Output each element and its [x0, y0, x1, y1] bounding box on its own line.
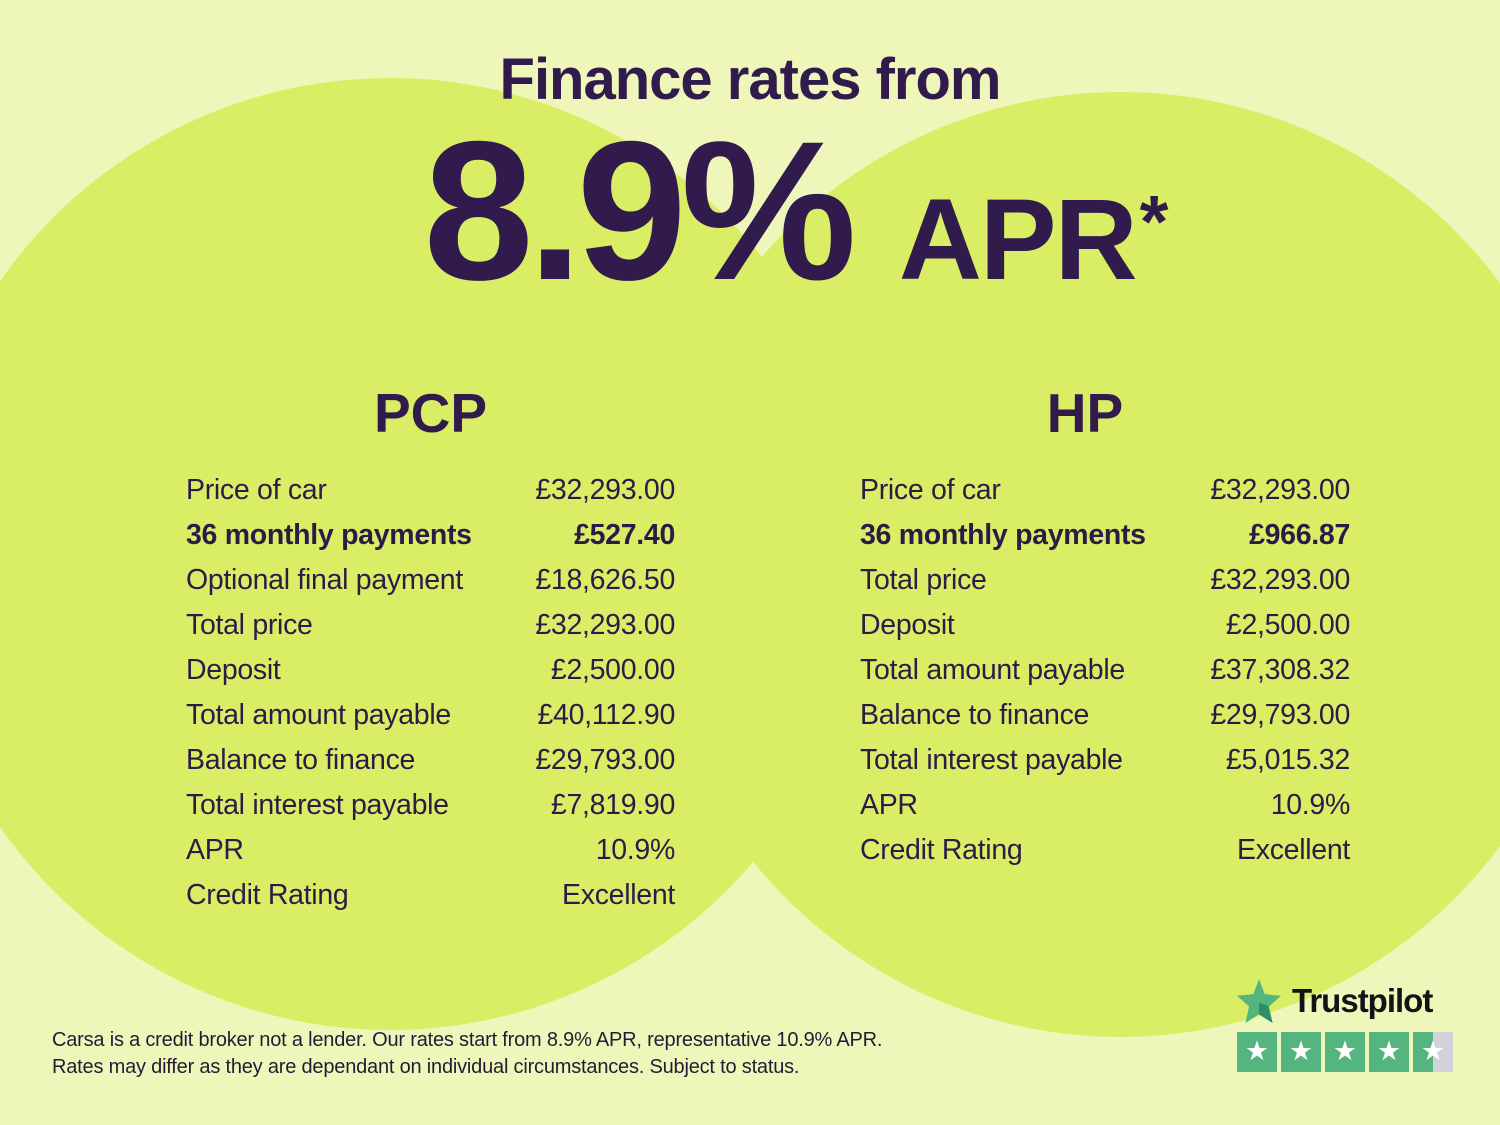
row-label: 36 monthly payments: [860, 519, 1146, 551]
row-value: Excellent: [562, 879, 675, 911]
row-label: Balance to finance: [186, 744, 416, 776]
row-label: Deposit: [186, 654, 281, 686]
rating-star-full: ★: [1325, 1032, 1365, 1072]
table-row: Price of car £32,293.00: [860, 468, 1350, 513]
row-label: Balance to finance: [860, 699, 1090, 731]
table-row: Deposit £2,500.00: [186, 648, 675, 693]
row-label: 36 monthly payments: [186, 519, 472, 551]
row-value: Excellent: [1237, 834, 1350, 866]
hp-title: HP: [1046, 382, 1124, 444]
row-label: Total interest payable: [186, 789, 449, 821]
table-row: 36 monthly payments £527.40: [186, 513, 675, 558]
row-label: Price of car: [186, 474, 327, 506]
row-value: £32,293.00: [535, 474, 675, 506]
table-row: Credit Rating Excellent: [860, 828, 1350, 873]
star-icon: ★: [1420, 1035, 1446, 1067]
trustpilot-wordmark: Trustpilot: [1292, 982, 1433, 1019]
table-row: APR 10.9%: [186, 828, 675, 873]
row-value: £7,819.90: [550, 789, 675, 821]
table-row: Balance to finance £29,793.00: [860, 693, 1350, 738]
rate-apr-label: APR: [898, 176, 1138, 304]
table-row: Credit Rating Excellent: [186, 873, 675, 918]
row-value: £29,793.00: [1210, 699, 1350, 731]
row-label: Total price: [860, 564, 987, 596]
table-row: Total price £32,293.00: [860, 558, 1350, 603]
trustpilot-block: Trustpilot ★ ★ ★ ★ ★: [1237, 979, 1457, 1072]
trustpilot-stars: ★ ★ ★ ★ ★: [1237, 1032, 1457, 1072]
hp-table: HP Price of car £32,293.00 36 monthly pa…: [860, 386, 1350, 873]
star-icon: ★: [1332, 1035, 1358, 1067]
row-value: £37,308.32: [1210, 654, 1350, 686]
row-value: 10.9%: [595, 834, 676, 866]
table-row: Optional final payment £18,626.50: [186, 558, 675, 603]
row-label: Credit Rating: [860, 834, 1023, 866]
row-label: APR: [186, 834, 244, 866]
rate-footnote-marker: *: [1139, 180, 1169, 263]
row-value: £29,793.00: [535, 744, 675, 776]
row-value: £2,500.00: [550, 654, 675, 686]
row-value: £32,293.00: [1210, 474, 1350, 506]
row-label: Price of car: [860, 474, 1001, 506]
table-row: Total price £32,293.00: [186, 603, 675, 648]
table-row: Total amount payable £37,308.32: [860, 648, 1350, 693]
disclaimer: Carsa is a credit broker not a lender. O…: [52, 1027, 882, 1080]
row-value: £2,500.00: [1225, 609, 1350, 641]
row-value: £18,626.50: [535, 564, 675, 596]
row-value: £32,293.00: [535, 609, 675, 641]
table-row: 36 monthly payments £966.87: [860, 513, 1350, 558]
table-row: Total interest payable £5,015.32: [860, 738, 1350, 783]
row-label: Credit Rating: [186, 879, 349, 911]
table-row: APR 10.9%: [860, 783, 1350, 828]
pcp-title: PCP: [373, 382, 488, 444]
trustpilot-star-icon: [1237, 979, 1281, 1023]
table-row: Deposit £2,500.00: [860, 603, 1350, 648]
row-value: £40,112.90: [537, 699, 675, 731]
row-label: Total price: [186, 609, 313, 641]
row-value: £5,015.32: [1225, 744, 1350, 776]
table-row: Total interest payable £7,819.90: [186, 783, 675, 828]
star-icon: ★: [1288, 1035, 1314, 1067]
pcp-rows: Price of car £32,293.00 36 monthly payme…: [186, 468, 675, 918]
row-label: Total amount payable: [860, 654, 1125, 686]
row-label: Total interest payable: [860, 744, 1123, 776]
trustpilot-logo: Trustpilot: [1237, 979, 1457, 1023]
table-row: Total amount payable £40,112.90: [186, 693, 675, 738]
row-value: £527.40: [574, 519, 675, 551]
disclaimer-line-1: Carsa is a credit broker not a lender. O…: [52, 1029, 883, 1051]
rating-star-full: ★: [1237, 1032, 1277, 1072]
row-value: 10.9%: [1270, 789, 1351, 821]
row-label: Optional final payment: [186, 564, 463, 596]
rating-star-half: ★: [1413, 1032, 1453, 1072]
rating-star-full: ★: [1369, 1032, 1409, 1072]
row-label: Total amount payable: [186, 699, 451, 731]
star-icon: ★: [1376, 1035, 1402, 1067]
pcp-table: PCP Price of car £32,293.00 36 monthly p…: [186, 386, 675, 918]
hp-rows: Price of car £32,293.00 36 monthly payme…: [860, 468, 1350, 873]
lime-circle-right: [648, 92, 1500, 1037]
page-title: Finance rates from: [499, 47, 1002, 112]
row-value: £32,293.00: [1210, 564, 1350, 596]
rating-star-full: ★: [1281, 1032, 1321, 1072]
table-row: Price of car £32,293.00: [186, 468, 675, 513]
row-label: Deposit: [860, 609, 955, 641]
star-icon: ★: [1244, 1035, 1270, 1067]
disclaimer-line-2: Rates may differ as they are dependant o…: [52, 1055, 800, 1078]
table-row: Balance to finance £29,793.00: [186, 738, 675, 783]
headline-rate: 8.9% APR *: [46, 112, 1500, 310]
row-value: £966.87: [1249, 519, 1350, 551]
rate-value: 8.9%: [423, 100, 857, 321]
row-label: APR: [860, 789, 918, 821]
